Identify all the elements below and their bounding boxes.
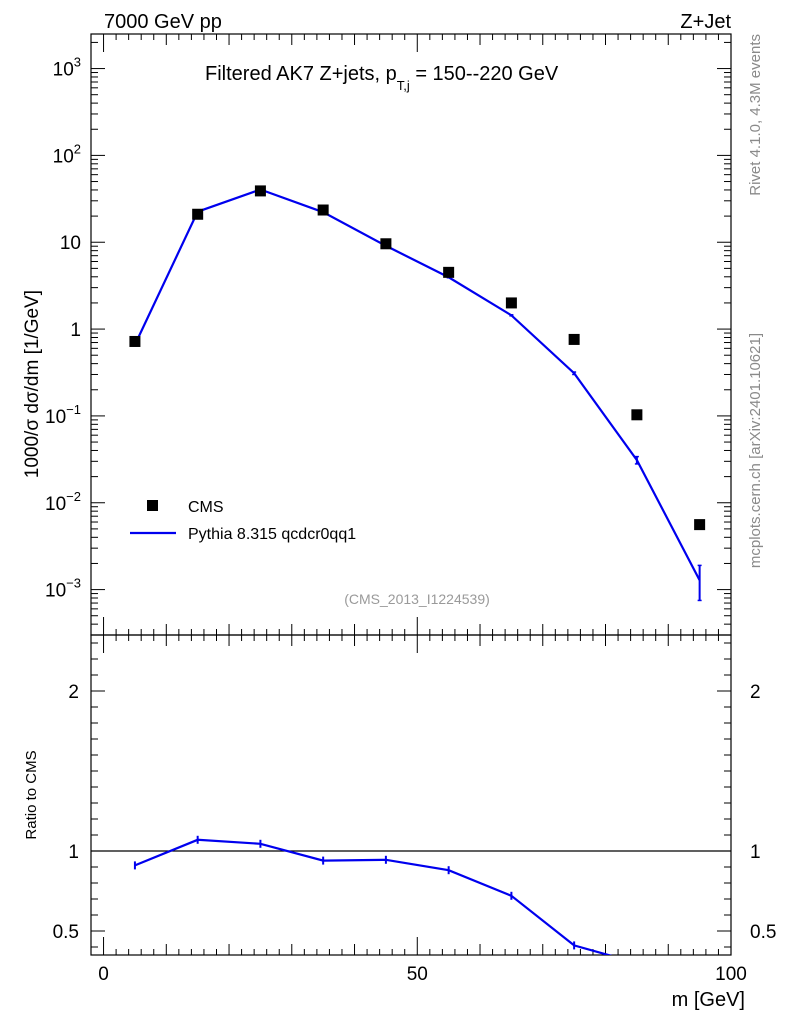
main-y-tick-label-base: 10 (45, 407, 66, 428)
side-label-mcplots: mcplots.cern.ch [arXiv:2401.10621] (747, 333, 764, 568)
main-y-tick-label: 10−3 (45, 576, 81, 602)
cms-data-point (129, 335, 141, 347)
ratio-ylabel: Ratio to CMS (23, 750, 40, 839)
x-tick-label: 0 (98, 964, 109, 985)
main-ticks (91, 34, 732, 636)
legend-pythia-label: Pythia 8.315 qcdcr0qq1 (188, 526, 356, 543)
ratio-y-tick-label-right: 2 (750, 682, 761, 703)
legend-cms-label: CMS (188, 499, 224, 516)
cms-data-point (254, 185, 266, 197)
main-y-tick-label-base: 10 (45, 581, 66, 602)
main-y-tick-label-base: 10 (53, 60, 74, 81)
main-title-main: Filtered AK7 Z+jets, p (205, 63, 397, 85)
ratio-ticks (91, 635, 732, 955)
legend-cms-marker (147, 500, 158, 511)
main-plot-frame (90, 33, 732, 636)
main-y-tick-label-base: 10 (60, 233, 81, 254)
x-tick-label: 50 (407, 964, 428, 985)
cms-data-point (443, 266, 455, 278)
main-title-sub: T,j (397, 78, 410, 93)
main-y-tick-label-base: 10 (45, 494, 66, 515)
main-y-tick-label: 103 (53, 55, 81, 81)
main-mc-line (133, 188, 701, 581)
cms-data-point (192, 208, 204, 220)
analysis-watermark: (CMS_2013_I1224539) (344, 591, 490, 607)
cms-data-point (317, 204, 329, 216)
ratio-plot-frame (90, 634, 732, 956)
main-y-tick-label-exp: 2 (74, 141, 81, 156)
ratio-y-tick-label: 1 (68, 842, 79, 863)
main-cms-series (129, 185, 706, 531)
main-y-tick-label-exp: −3 (66, 576, 81, 591)
x-tick-label: 100 (715, 964, 747, 985)
ratio-y-tick-labels: 0.5 0.5 1 1 2 2 (53, 682, 777, 943)
main-y-tick-label: 102 (53, 141, 81, 167)
x-axis-label: m [GeV] (672, 989, 745, 1011)
ratio-y-tick-label-right: 0.5 (750, 922, 776, 943)
main-y-tick-label-exp: −1 (66, 402, 81, 417)
cms-data-point (694, 519, 706, 531)
main-y-tick-label-base: 10 (53, 146, 74, 167)
main-ylabel: 1000/σ dσ/dm [1/GeV] (22, 290, 43, 478)
main-y-tick-label: 10−1 (45, 402, 81, 428)
legend: CMS Pythia 8.315 qcdcr0qq1 (130, 499, 356, 543)
cms-data-point (568, 333, 580, 345)
ratio-y-tick-label: 2 (68, 682, 79, 703)
ratio-x-tick-labels: 0 50 100 (98, 964, 747, 985)
main-y-tick-label-exp: 3 (74, 55, 81, 70)
ratio-y-tick-label: 0.5 (53, 922, 79, 943)
cms-data-point (380, 238, 392, 250)
main-y-tick-label: 10 (60, 233, 81, 254)
main-y-tick-label: 10−2 (45, 489, 81, 515)
ratio-mc-line (134, 838, 613, 955)
ratio-y-tick-label-right: 1 (750, 842, 761, 863)
header-right: Z+Jet (680, 11, 731, 33)
main-title: Filtered AK7 Z+jets, pT,j = 150--220 GeV (205, 63, 559, 93)
ratio-mc-series (133, 835, 613, 955)
cms-data-point (631, 409, 643, 421)
main-y-tick-label-exp: −2 (66, 489, 81, 504)
cms-data-point (505, 297, 517, 309)
header-left: 7000 GeV pp (104, 11, 222, 33)
side-label-rivet: Rivet 4.1.0, 4.3M events (747, 34, 764, 196)
main-title-tail: = 150--220 GeV (410, 63, 559, 85)
main-y-tick-label-base: 1 (70, 320, 81, 341)
main-y-tick-label: 1 (70, 320, 81, 341)
